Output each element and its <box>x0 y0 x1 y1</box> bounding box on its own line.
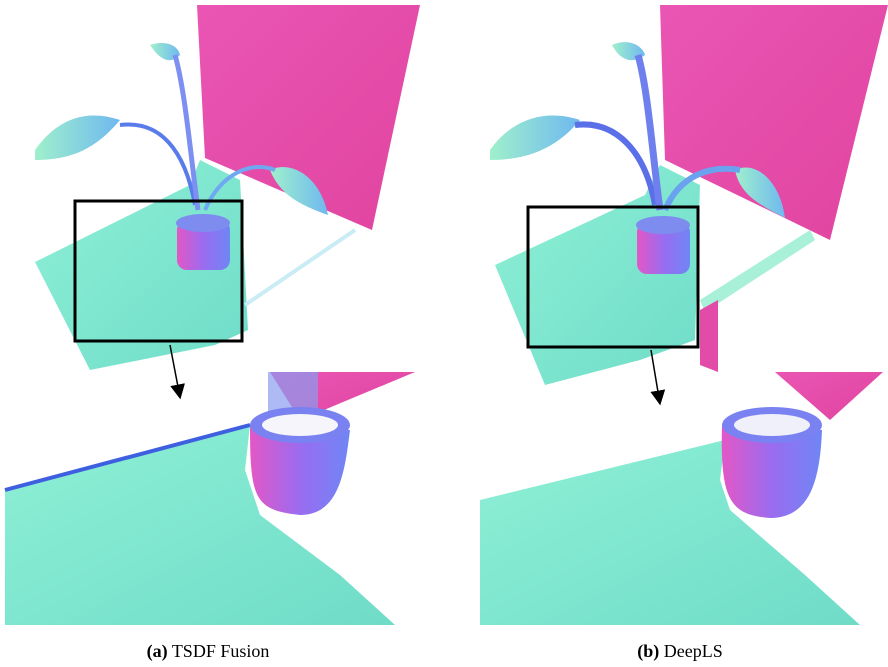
caption-b: (b) DeepLS <box>637 641 722 662</box>
subfigure-label: (b) <box>637 641 659 662</box>
render-a-top <box>35 5 420 392</box>
render-b-top <box>490 5 888 398</box>
subfigure-caption: DeepLS <box>664 641 723 661</box>
caption-a: (a) TSDF Fusion <box>147 641 270 662</box>
figure: (a) TSDF Fusion (b) DeepLS <box>0 0 888 667</box>
subfigure-label: (a) <box>147 641 168 662</box>
render-b-zoom <box>480 372 883 625</box>
subfigure-caption: TSDF Fusion <box>172 641 270 661</box>
render-a-zoom <box>5 372 415 625</box>
